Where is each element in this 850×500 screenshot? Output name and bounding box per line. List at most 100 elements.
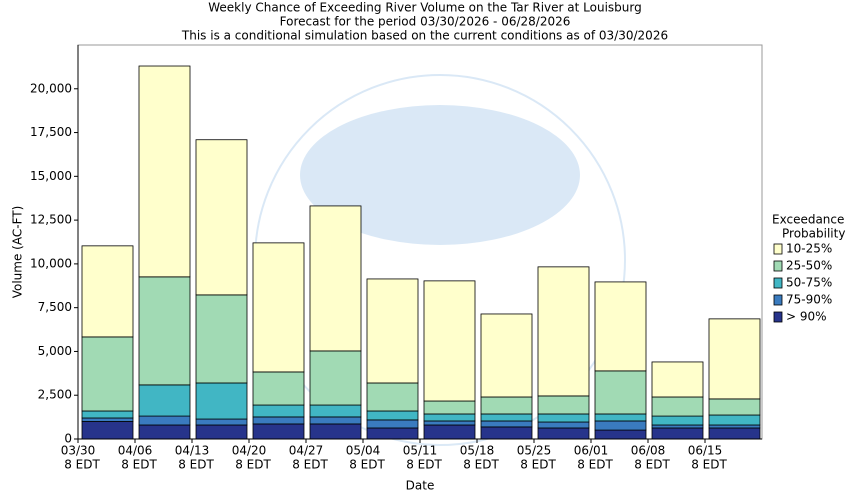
bar-segment bbox=[309, 404, 362, 418]
legend-label: 25-50% bbox=[786, 259, 832, 273]
x-tick-label: 04/06 bbox=[118, 444, 153, 458]
legend-swatch bbox=[773, 294, 783, 306]
x-tick-sublabel: 8 EDT bbox=[634, 458, 670, 472]
x-tick-sublabel: 8 EDT bbox=[64, 458, 100, 472]
x-tick-label: 04/13 bbox=[175, 444, 210, 458]
bar-segment bbox=[309, 416, 362, 425]
bar-segment bbox=[594, 420, 647, 431]
bar-segment bbox=[480, 413, 533, 422]
x-tick-label: 05/18 bbox=[460, 444, 495, 458]
y-tick-label: 17,500 bbox=[30, 125, 72, 139]
bar-segment bbox=[651, 427, 704, 440]
bar-segment bbox=[708, 414, 761, 426]
x-tick-label: 05/11 bbox=[403, 444, 438, 458]
legend-label: > 90% bbox=[786, 310, 827, 324]
bar-segment bbox=[423, 400, 476, 415]
bar-segment bbox=[651, 396, 704, 417]
x-tick-sublabel: 8 EDT bbox=[235, 458, 271, 472]
bar-segment bbox=[708, 318, 761, 400]
bar-segment bbox=[651, 415, 704, 426]
x-tick-sublabel: 8 EDT bbox=[292, 458, 328, 472]
y-tick-label: 15,000 bbox=[30, 169, 72, 183]
y-tick-label: 2,500 bbox=[38, 388, 72, 402]
legend-swatch bbox=[773, 311, 783, 323]
bar-segment bbox=[309, 423, 362, 440]
legend-swatch bbox=[773, 277, 783, 289]
legend-title: Probability bbox=[782, 227, 845, 241]
legend-title: Exceedance bbox=[772, 213, 844, 227]
bar-segment bbox=[195, 139, 248, 296]
bar-segment bbox=[138, 65, 191, 278]
x-tick-sublabel: 8 EDT bbox=[178, 458, 214, 472]
bar-segment bbox=[81, 417, 134, 422]
legend-swatch bbox=[773, 243, 783, 255]
legend-swatch bbox=[773, 260, 783, 272]
x-tick-label: 05/04 bbox=[346, 444, 381, 458]
legend-label: 10-25% bbox=[786, 242, 832, 256]
bar-segment bbox=[651, 424, 704, 429]
bar-segment bbox=[480, 396, 533, 415]
bar-segment bbox=[708, 424, 761, 429]
bar-segment bbox=[708, 398, 761, 416]
x-tick-sublabel: 8 EDT bbox=[121, 458, 157, 472]
bar-segment bbox=[594, 281, 647, 372]
bar-segment bbox=[537, 395, 590, 415]
x-tick-label: 04/27 bbox=[289, 444, 324, 458]
y-tick-label: 10,000 bbox=[30, 256, 72, 270]
bar-segment bbox=[138, 415, 191, 426]
chart-title: Weekly Chance of Exceeding River Volume … bbox=[208, 1, 641, 15]
bar-segment bbox=[195, 418, 248, 426]
bar-segment bbox=[252, 416, 305, 425]
y-tick-label: 0 bbox=[64, 432, 72, 446]
x-tick-sublabel: 8 EDT bbox=[691, 458, 727, 472]
bar-segment bbox=[252, 423, 305, 440]
bar-segment bbox=[480, 313, 533, 398]
legend-label: 50-75% bbox=[786, 276, 832, 290]
bar-segment bbox=[366, 382, 419, 412]
legend-label: 75-90% bbox=[786, 293, 832, 307]
bar-segment bbox=[423, 424, 476, 440]
bar-segment bbox=[195, 424, 248, 440]
x-tick-sublabel: 8 EDT bbox=[463, 458, 499, 472]
bar-segment bbox=[366, 410, 419, 421]
bar-segment bbox=[423, 420, 476, 426]
bar-segment bbox=[708, 427, 761, 440]
x-tick-sublabel: 8 EDT bbox=[520, 458, 556, 472]
y-tick-label: 20,000 bbox=[30, 81, 72, 95]
bar-segment bbox=[366, 427, 419, 440]
bar-segment bbox=[423, 280, 476, 402]
x-tick-sublabel: 8 EDT bbox=[349, 458, 385, 472]
bar-segment bbox=[138, 424, 191, 440]
x-tick-label: 05/25 bbox=[517, 444, 552, 458]
bar-segment bbox=[480, 420, 533, 428]
bar-segment bbox=[537, 413, 590, 423]
bar-segment bbox=[252, 404, 305, 418]
chart-subtitle: Forecast for the period 03/30/2026 - 06/… bbox=[280, 15, 571, 29]
bar-segment bbox=[252, 371, 305, 406]
bar-segment bbox=[81, 336, 134, 412]
x-tick-label: 04/20 bbox=[232, 444, 267, 458]
x-tick-sublabel: 8 EDT bbox=[577, 458, 613, 472]
bar-segment bbox=[195, 294, 248, 384]
bar-segment bbox=[252, 242, 305, 373]
bar-segment bbox=[423, 413, 476, 422]
x-tick-sublabel: 8 EDT bbox=[406, 458, 442, 472]
bar-segment bbox=[594, 413, 647, 422]
bar-segment bbox=[138, 276, 191, 386]
bar-segment bbox=[309, 205, 362, 352]
chart-subtitle: This is a conditional simulation based o… bbox=[181, 29, 668, 43]
bar-segment bbox=[594, 370, 647, 415]
x-tick-label: 06/08 bbox=[631, 444, 666, 458]
bar-segment bbox=[366, 278, 419, 384]
x-tick-label: 03/30 bbox=[61, 444, 96, 458]
y-axis-label: Volume (AC-FT) bbox=[11, 206, 25, 299]
bar-segment bbox=[81, 421, 134, 440]
x-tick-label: 06/01 bbox=[574, 444, 609, 458]
bar-segment bbox=[81, 410, 134, 419]
bar-segment bbox=[309, 350, 362, 406]
y-tick-label: 5,000 bbox=[38, 344, 72, 358]
bar-segment bbox=[138, 384, 191, 417]
bar-segment bbox=[480, 426, 533, 440]
bar-segment bbox=[537, 427, 590, 440]
